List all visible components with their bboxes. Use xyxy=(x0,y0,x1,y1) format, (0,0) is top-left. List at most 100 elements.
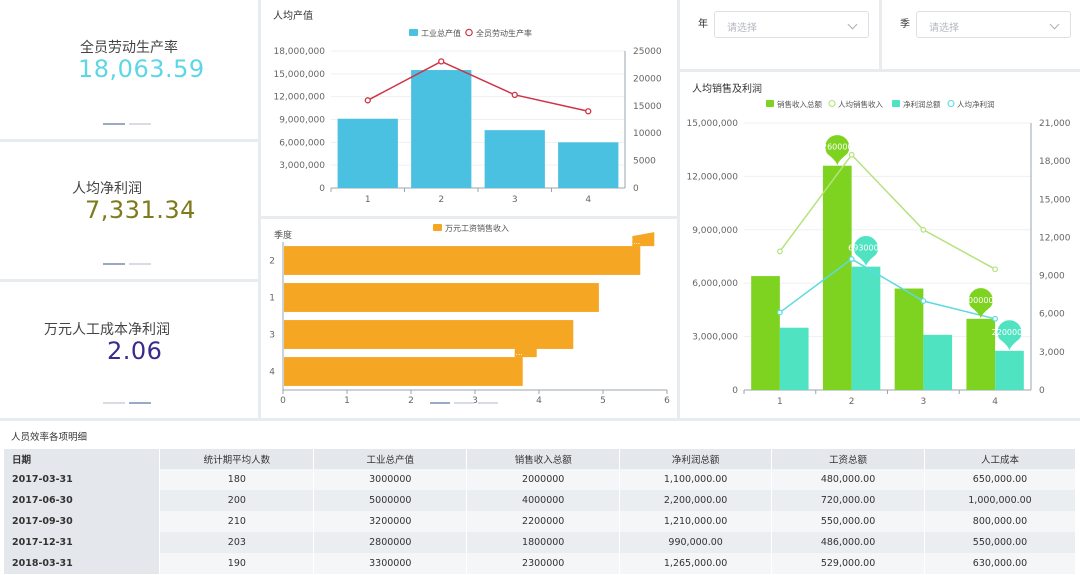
y-right-tick-label: 0 xyxy=(1039,386,1045,396)
x-tick-label: 1 xyxy=(777,397,783,407)
kpi-title: 人均净利润 xyxy=(72,181,142,197)
cell-date: 2017-03-31 xyxy=(4,469,161,490)
cell-sales: 1800000 xyxy=(466,532,621,553)
y-left-tick-label: 12,000,000 xyxy=(273,93,325,103)
table-row[interactable]: 2018-03-31 190 3300000 2300000 1,265,000… xyxy=(4,553,1076,574)
y-right-tick-label: 25000 xyxy=(633,47,662,57)
col-header-net-profit[interactable]: 净利润总额 xyxy=(619,449,773,469)
y-left-tick-label: 9,000,000 xyxy=(692,226,738,236)
table-header-row: 日期 统计期平均人数 工业总产值 销售收入总额 净利润总额 工资总额 人工成本 xyxy=(4,449,1076,469)
table-row[interactable]: 2017-12-31 203 2800000 1800000 990,000.0… xyxy=(4,532,1076,553)
chart2-legend[interactable]: 万元工资销售收入 xyxy=(433,223,509,233)
legend-swatch-output xyxy=(409,29,418,36)
chart1-line xyxy=(364,58,592,115)
bar-output xyxy=(411,70,472,188)
point-productivity xyxy=(364,97,371,104)
legend-swatch-sales-per-wage xyxy=(433,224,442,231)
point-profit-per-capita xyxy=(848,256,855,262)
x-tick-label: 2 xyxy=(849,397,855,407)
cell-output: 2800000 xyxy=(313,532,468,553)
bar-value-label: 4.737037037... xyxy=(465,348,522,357)
chart2-axes: 0 1 2 3 4 5 6 2 1 3 4 xyxy=(269,242,670,406)
kpi-pager[interactable] xyxy=(103,123,155,125)
chart1-legend[interactable]: 工业总产值 全员劳动生产率 xyxy=(409,28,532,38)
y-right-tick-label: 15000 xyxy=(633,102,662,112)
marker-max-sales-pin xyxy=(825,135,850,166)
y-left-tick-label: 18,000,000 xyxy=(273,47,325,57)
cell-date: 2017-09-30 xyxy=(4,511,161,532)
cell-output: 3200000 xyxy=(313,511,468,532)
col-header-sales[interactable]: 销售收入总额 xyxy=(466,449,621,469)
cell-output: 3000000 xyxy=(313,469,468,490)
bar-label-tab xyxy=(632,232,655,247)
y-right-tick-label: 0 xyxy=(633,184,639,194)
col-header-labor-cost[interactable]: 人工成本 xyxy=(924,449,1076,469)
chart3-legend[interactable]: 销售收入总额 人均销售收入 净利润总额 人均净利润 xyxy=(766,99,995,109)
season-select[interactable]: 请选择 xyxy=(916,11,1071,38)
bar-sales-per-wage xyxy=(284,246,641,275)
legend-swatch-profit-per-capita xyxy=(947,99,955,108)
table-row[interactable]: 2017-03-31 180 3000000 2000000 1,100,000… xyxy=(4,469,1076,490)
scroll-dot-active xyxy=(430,402,450,404)
x-tick-label: 2 xyxy=(408,396,414,406)
legend-swatch-productivity xyxy=(465,28,473,37)
bar-profit-total xyxy=(995,350,1024,390)
point-sales-per-capita xyxy=(776,248,783,255)
chart1-bars xyxy=(337,70,619,188)
col-header-date[interactable]: 日期 xyxy=(4,449,161,469)
table-title: 人员效率各项明细 xyxy=(11,432,88,443)
bar-sales-total xyxy=(966,318,996,390)
marker-min-profit-pin xyxy=(997,320,1022,351)
col-header-wages[interactable]: 工资总额 xyxy=(771,449,926,469)
chart3-lines xyxy=(776,151,999,322)
chart-title: 人均销售及利润 xyxy=(692,84,762,95)
filter-year-panel: 年 请选择 xyxy=(680,0,879,69)
x-tick-label: 6 xyxy=(664,396,670,406)
cell-avg-staff: 180 xyxy=(159,469,315,490)
cell-date: 2017-12-31 xyxy=(4,532,161,553)
y-right-tick-label: 21,000 xyxy=(1039,119,1071,129)
bar-output xyxy=(337,118,398,188)
chart3-svg: 销售收入总额 人均销售收入 净利润总额 人均净利润 0 3,000,000 6,00… xyxy=(686,99,1071,407)
cell-output: 5000000 xyxy=(313,490,468,511)
legend-label-profit-per-capita: 人均净利润 xyxy=(957,99,995,109)
point-sales-per-capita xyxy=(920,226,927,233)
line-profit-per-capita xyxy=(779,258,996,320)
point-profit-per-capita xyxy=(920,298,927,304)
chart2-bars: 5.5670222... 4.737037037... xyxy=(284,232,655,386)
col-header-output[interactable]: 工业总产值 xyxy=(313,449,468,469)
bar-sales-per-wage xyxy=(284,357,523,386)
cell-sales: 2300000 xyxy=(466,553,621,574)
legend-label-sales-per-capita: 人均销售收入 xyxy=(838,99,883,109)
col-header-avg-staff[interactable]: 统计期平均人数 xyxy=(159,449,315,469)
table-row[interactable]: 2017-06-30 200 5000000 4000000 2,200,000… xyxy=(4,490,1076,511)
y-right-tick-label: 3,000 xyxy=(1039,348,1065,358)
chart2-scroll-indicator[interactable] xyxy=(430,402,498,404)
kpi-pager[interactable] xyxy=(103,263,155,265)
y-right-tick-label: 10000 xyxy=(633,129,662,139)
table-row[interactable]: 2017-09-30 210 3200000 2200000 1,210,000… xyxy=(4,511,1076,532)
cell-wages: 550,000.00 xyxy=(771,511,926,532)
cell-avg-staff: 203 xyxy=(159,532,315,553)
chart1-svg: 工业总产值 全员劳动生产率 0 3,000,000 6,000,000 9,000,0… xyxy=(273,28,662,205)
legend-swatch-profit-total xyxy=(892,100,900,107)
year-select[interactable]: 请选择 xyxy=(714,11,869,38)
y-right-tick-label: 9,000 xyxy=(1039,272,1065,282)
scroll-dot xyxy=(454,402,474,404)
filter-season-panel: 季 请选择 xyxy=(882,0,1080,69)
point-sales-per-capita xyxy=(848,151,855,158)
bar-output xyxy=(558,142,619,188)
cell-net-profit: 1,100,000.00 xyxy=(619,469,773,490)
bar-sales-per-wage xyxy=(284,320,574,349)
cell-labor-cost: 550,000.00 xyxy=(924,532,1076,553)
kpi-value: 2.06 xyxy=(107,337,163,365)
scroll-dot xyxy=(478,402,498,404)
bar-sales-total xyxy=(751,276,780,390)
x-tick-label: 4 xyxy=(536,396,542,406)
bar-profit-total xyxy=(851,266,881,390)
kpi-card-productivity: 全员劳动生产率 18,063.59 xyxy=(0,0,258,139)
bar-label-tab xyxy=(514,343,537,358)
y-right-tick-label: 18,000 xyxy=(1039,157,1071,167)
bar-profit-total xyxy=(923,334,953,390)
kpi-pager[interactable] xyxy=(103,402,155,404)
